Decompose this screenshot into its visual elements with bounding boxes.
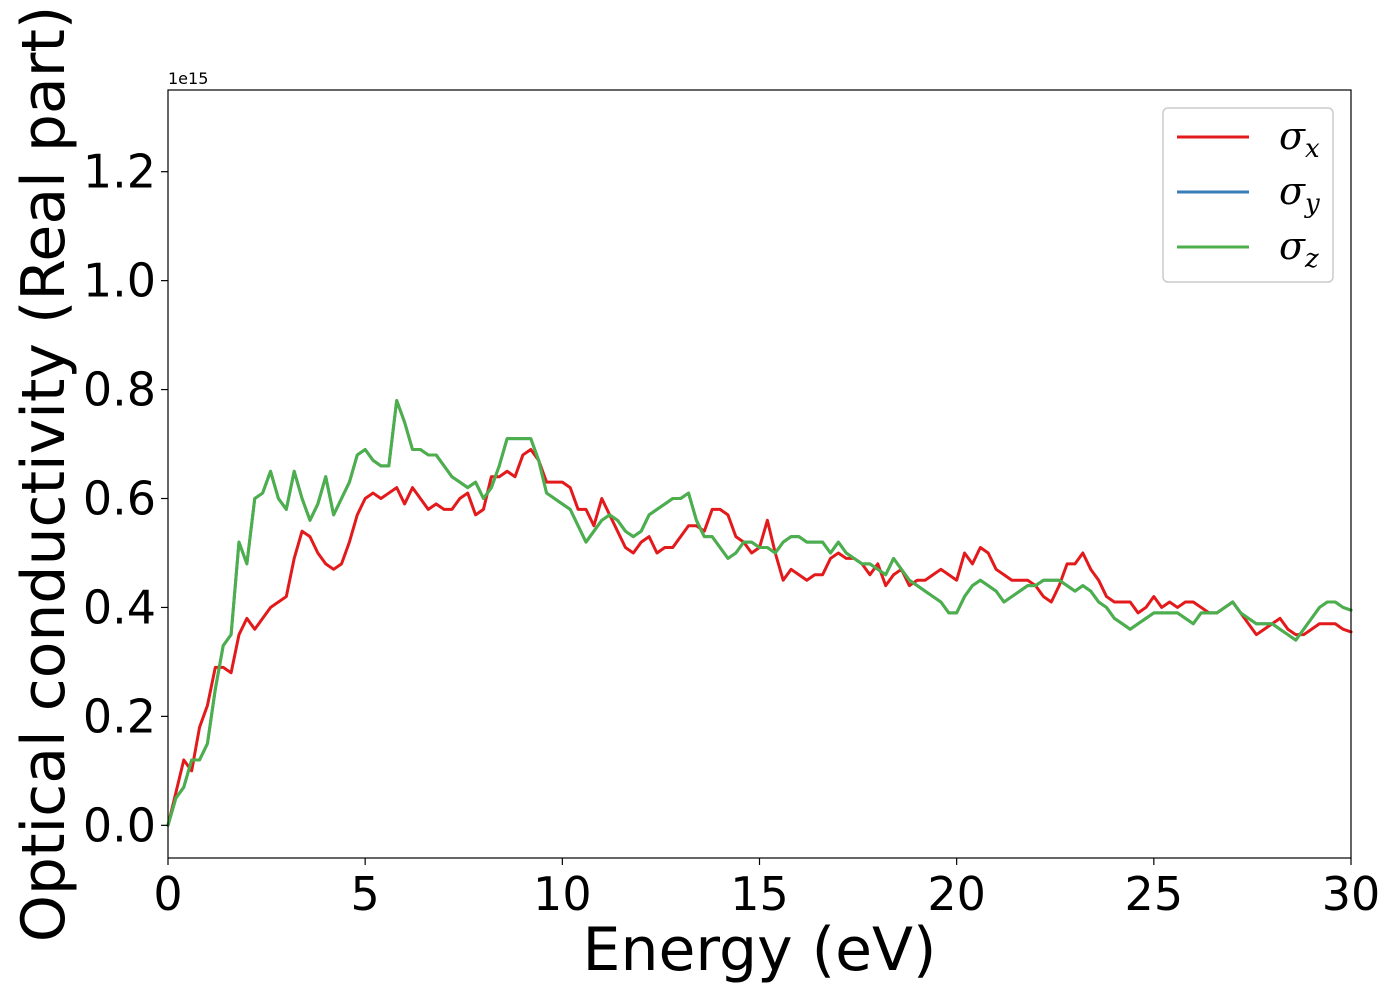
series-line-sigma-z [166,398,1353,827]
x-tick-label: 0 [153,867,182,921]
legend-box [1162,107,1334,283]
x-tick-label: 15 [730,867,789,921]
y-tick-label: 0.0 [83,798,156,852]
y-axis-label: Optical conductivity (Real part) [9,6,79,943]
y-tick-label: 0.4 [83,580,156,634]
x-axis-ticks: 0 5 10 15 20 25 30 [153,858,1380,921]
series-layer [166,398,1353,827]
x-tick-label: 10 [533,867,592,921]
y-tick-label: 1.2 [83,145,156,199]
y-tick-label: 1.0 [83,254,156,308]
x-tick-label: 25 [1125,867,1184,921]
y-tick-label: 0.6 [83,472,156,526]
x-tick-label: 30 [1322,867,1381,921]
y-tick-label: 0.8 [83,363,156,417]
y-axis-ticks: 0.0 0.2 0.4 0.6 0.8 1.0 1.2 [83,145,168,852]
y-tick-label: 0.2 [83,689,156,743]
x-tick-label: 20 [927,867,986,921]
x-tick-label: 5 [351,867,380,921]
x-axis-label: Energy (eV) [583,915,937,985]
y-offset-label: 1e15 [168,69,208,88]
